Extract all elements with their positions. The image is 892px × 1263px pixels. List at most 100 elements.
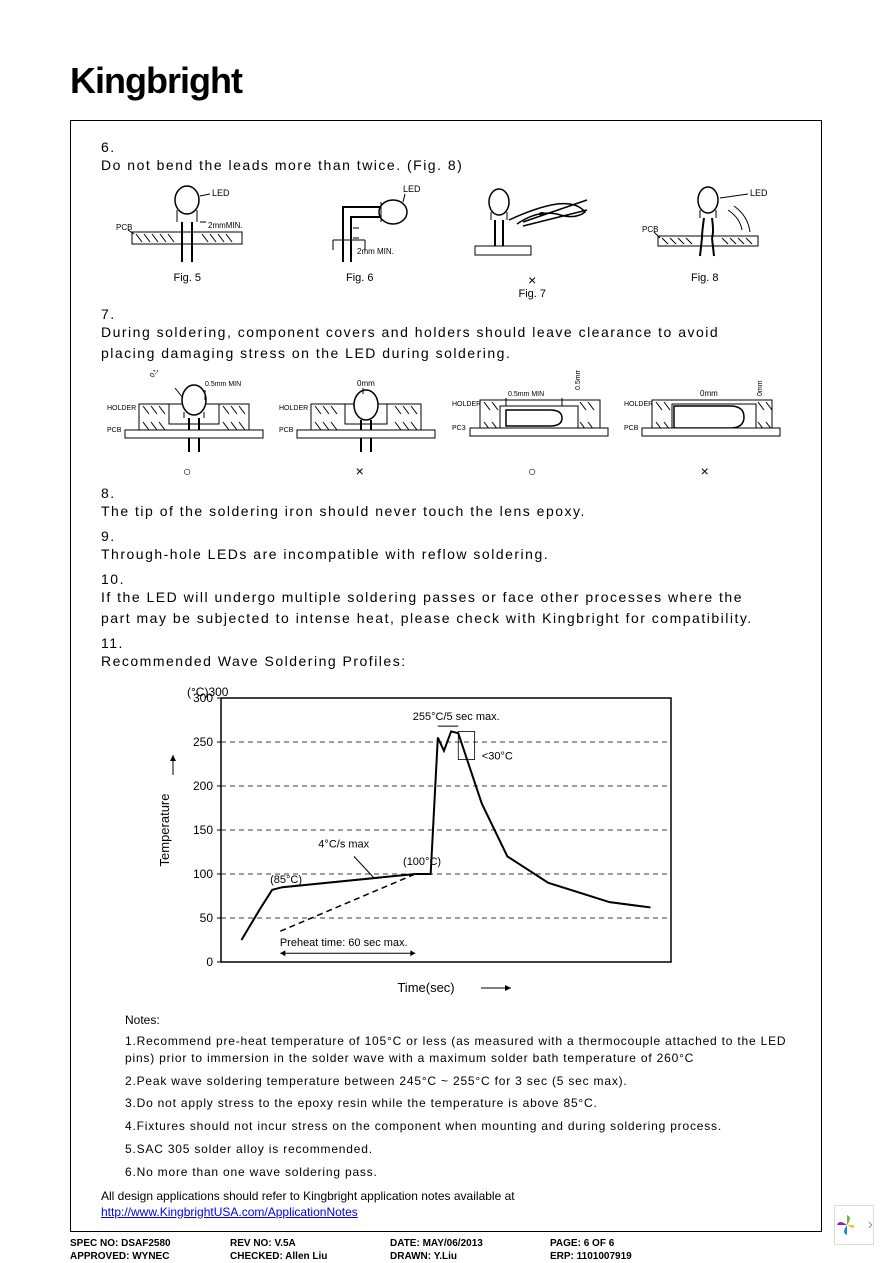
item-7-num: 7.: [101, 306, 127, 322]
item-7: 7. During soldering, component covers an…: [101, 306, 791, 364]
diag-3-dim1: 0.5mm MIN: [508, 391, 544, 398]
item-11-text: Recommended Wave Soldering Profiles:: [101, 651, 761, 672]
diag-1-dim1: 0.5mm MIN: [149, 370, 175, 379]
fig-6-label: Fig. 6: [274, 272, 447, 284]
diag-2-holder: HOLDER: [279, 405, 308, 412]
item-8: 8. The tip of the soldering iron should …: [101, 485, 791, 522]
fig-8-led: LED: [750, 188, 768, 198]
note-6: 6.No more than one wave soldering pass.: [125, 1164, 791, 1181]
diag-1-svg: HOLDER PCB 0.5mm MIN 0.5mm MIN: [105, 370, 270, 460]
diag-3-mark: ○: [446, 463, 619, 479]
footer: SPEC NO: DSAF2580 REV NO: V.5A DATE: MAY…: [70, 1238, 822, 1262]
footer-rev: REV NO: V.5A: [230, 1238, 360, 1249]
note-4: 4.Fixtures should not incur stress on th…: [125, 1118, 791, 1135]
fig-5-pcb: PCB: [116, 223, 132, 232]
svg-text:100: 100: [193, 867, 213, 881]
fig-5-label: Fig. 5: [101, 272, 274, 284]
fig-8-pcb: PCB: [642, 225, 658, 234]
item-9: 9. Through-hole LEDs are incompatible wi…: [101, 528, 791, 565]
item-11: 11. Recommended Wave Soldering Profiles:: [101, 635, 791, 672]
fig-7: × Fig. 7: [446, 182, 619, 300]
diag-2-pcb: PCB: [279, 427, 294, 434]
svg-text:255°C/5 sec max.: 255°C/5 sec max.: [413, 711, 500, 723]
fig-8: PCB LED Fig. 8: [619, 182, 792, 300]
item-6-num: 6.: [101, 139, 127, 155]
diag-3-svg: HOLDER PC3 0.5mm MIN 0.5mm MIN: [450, 370, 615, 460]
fig-6-dim: 2mm MIN.: [357, 247, 394, 256]
item-7-text: During soldering, component covers and h…: [101, 322, 761, 364]
item-10: 10. If the LED will undergo multiple sol…: [101, 571, 791, 629]
corner-widget[interactable]: ›: [834, 1205, 874, 1245]
footer-spec: SPEC NO: DSAF2580: [70, 1238, 200, 1249]
svg-text:4°C/s max: 4°C/s max: [318, 839, 369, 851]
svg-text:Preheat time: 60 sec max.: Preheat time: 60 sec max.: [280, 937, 408, 949]
svg-text:0: 0: [206, 955, 213, 969]
item-6-text: Do not bend the leads more than twice. (…: [101, 155, 761, 176]
diag-4-mark: ×: [619, 463, 792, 479]
chevron-right-icon: ›: [868, 1216, 873, 1234]
diag-4-dim2: 0mm: [757, 380, 764, 396]
svg-text:Temperature: Temperature: [157, 794, 172, 867]
diag-3: HOLDER PC3 0.5mm MIN 0.5mm MIN ○: [446, 370, 619, 479]
diag-1: HOLDER PCB 0.5mm MIN 0.5mm MIN ○: [101, 370, 274, 479]
fig-6-led: LED: [403, 184, 421, 194]
figure-row-1: LED PCB 2mmMIN. Fig. 5: [101, 182, 791, 300]
diag-1-mark: ○: [101, 463, 274, 479]
diag-1-pcb: PCB: [107, 427, 122, 434]
fig-5-led: LED: [212, 188, 230, 198]
footer-checked: CHECKED: Allen Liu: [230, 1251, 360, 1262]
note-1: 1.Recommend pre-heat temperature of 105°…: [125, 1033, 791, 1067]
svg-text:<30°C: <30°C: [482, 751, 513, 763]
svg-text:200: 200: [193, 779, 213, 793]
item-8-text: The tip of the soldering iron should nev…: [101, 501, 761, 522]
item-11-num: 11.: [101, 635, 127, 651]
diag-4-dim1: 0mm: [700, 389, 718, 398]
diag-4: HOLDER PCB 0mm 0mm ×: [619, 370, 792, 479]
note-2: 2.Peak wave soldering temperature betwee…: [125, 1073, 791, 1090]
note-3: 3.Do not apply stress to the epoxy resin…: [125, 1095, 791, 1112]
pinwheel-icon: [835, 1213, 854, 1237]
diag-1-dim2: 0.5mm MIN: [205, 381, 241, 388]
item-9-num: 9.: [101, 528, 127, 544]
fig-8-svg: PCB LED: [630, 182, 780, 272]
note-5: 5.SAC 305 solder alloy is recommended.: [125, 1141, 791, 1158]
diag-2-svg: HOLDER PCB 0mm: [277, 370, 442, 460]
diagram-row: HOLDER PCB 0.5mm MIN 0.5mm MIN ○: [101, 370, 791, 479]
reference-text: All design applications should refer to …: [101, 1189, 791, 1203]
item-10-text: If the LED will undergo multiple solderi…: [101, 587, 761, 629]
diag-3-dim2: 0.5mm MIN: [575, 370, 582, 390]
logo: Kingbright: [70, 60, 822, 102]
fig-5: LED PCB 2mmMIN. Fig. 5: [101, 182, 274, 300]
diag-3-holder: HOLDER: [452, 401, 481, 408]
fig-7-svg: [457, 182, 607, 272]
footer-page: PAGE: 6 OF 6: [550, 1238, 680, 1249]
svg-text:(100°C): (100°C): [403, 856, 441, 868]
content-frame: 6. Do not bend the leads more than twice…: [70, 120, 822, 1232]
diag-2-mark: ×: [274, 463, 447, 479]
diag-2-dim: 0mm: [357, 379, 375, 388]
notes-title: Notes:: [125, 1013, 791, 1027]
diag-4-svg: HOLDER PCB 0mm 0mm: [622, 370, 787, 460]
item-8-num: 8.: [101, 485, 127, 501]
soldering-chart: 050100150200250300(°C)300TemperatureTime…: [151, 680, 791, 1005]
reference-link[interactable]: http://www.KingbrightUSA.com/Application…: [101, 1205, 358, 1219]
item-6: 6. Do not bend the leads more than twice…: [101, 139, 791, 176]
fig-7-mark: ×: [446, 272, 619, 288]
footer-approved: APPROVED: WYNEC: [70, 1251, 200, 1262]
fig-7-label: Fig. 7: [446, 288, 619, 300]
diag-1-holder: HOLDER: [107, 405, 136, 412]
fig-8-label: Fig. 8: [619, 272, 792, 284]
chart-svg: 050100150200250300(°C)300TemperatureTime…: [151, 680, 691, 1000]
diag-4-pcb: PCB: [624, 425, 639, 432]
svg-text:50: 50: [200, 911, 214, 925]
item-10-num: 10.: [101, 571, 127, 587]
diag-2: HOLDER PCB 0mm ×: [274, 370, 447, 479]
diag-4-holder: HOLDER: [624, 401, 653, 408]
diag-3-pcb: PC3: [452, 425, 466, 432]
fig-6-svg: LED 2mm MIN.: [285, 182, 435, 272]
footer-drawn: DRAWN: Y.Liu: [390, 1251, 520, 1262]
svg-text:150: 150: [193, 823, 213, 837]
svg-text:(°C)300: (°C)300: [187, 685, 229, 699]
svg-text:Time(sec): Time(sec): [397, 980, 454, 995]
footer-erp: ERP: 1101007919: [550, 1251, 680, 1262]
